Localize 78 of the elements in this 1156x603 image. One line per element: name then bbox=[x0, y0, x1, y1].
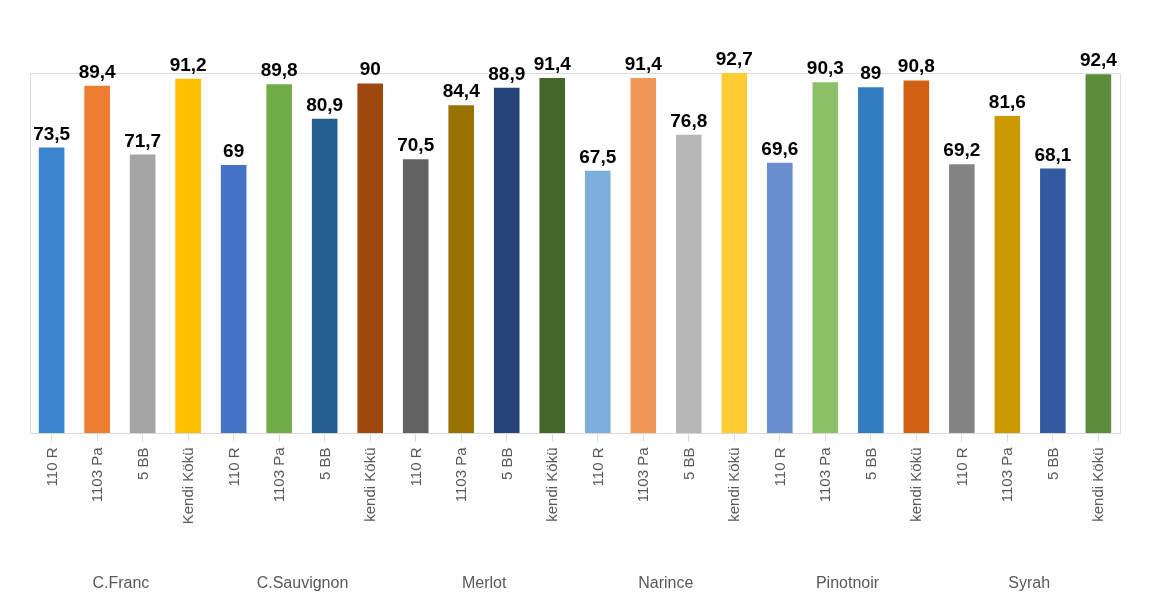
x-tick-label: 1103 Pa bbox=[270, 446, 288, 503]
data-label: 84,4 bbox=[442, 80, 481, 102]
data-label: 70,5 bbox=[397, 134, 435, 156]
bar bbox=[493, 87, 520, 433]
x-tick-label: 110 R bbox=[224, 447, 242, 487]
bar bbox=[903, 80, 930, 433]
bar bbox=[1040, 168, 1066, 433]
data-label: 91,4 bbox=[533, 53, 572, 75]
data-label: 89,4 bbox=[78, 60, 117, 82]
x-tick-label: 110 R bbox=[406, 447, 424, 487]
x-tick-label: 5 BB bbox=[679, 447, 697, 481]
bar bbox=[311, 118, 338, 433]
x-tick-label: 1103 Pa bbox=[998, 446, 1016, 503]
x-tick-label: 5 BB bbox=[1043, 447, 1061, 481]
x-tick-label: 110 R bbox=[588, 447, 606, 487]
x-tick-label: kendi Kökü bbox=[725, 447, 743, 522]
x-tick-label: 110 R bbox=[42, 447, 60, 487]
text: Pinotnoir bbox=[815, 574, 880, 591]
bar bbox=[539, 78, 566, 433]
data-label: 91,2 bbox=[169, 53, 207, 75]
bar bbox=[38, 147, 65, 433]
bar bbox=[767, 162, 793, 433]
data-label: 88,9 bbox=[488, 62, 526, 84]
data-label: 69 bbox=[223, 140, 245, 162]
data-label: 71,7 bbox=[124, 129, 162, 151]
bar bbox=[357, 83, 383, 433]
text: Merlot bbox=[461, 574, 507, 591]
data-label: 81,6 bbox=[988, 91, 1026, 113]
data-label: 92,7 bbox=[715, 48, 753, 69]
bar bbox=[858, 87, 884, 433]
bar bbox=[675, 134, 702, 433]
bar bbox=[1085, 74, 1112, 433]
data-label: 68,1 bbox=[1034, 143, 1072, 165]
text: Syrah bbox=[1008, 574, 1051, 591]
data-label: 92,4 bbox=[1079, 49, 1118, 71]
x-tick-label: kendi Kökü bbox=[543, 447, 561, 522]
bar bbox=[266, 84, 292, 433]
bar bbox=[994, 116, 1021, 433]
text: Narince bbox=[638, 574, 694, 591]
x-tick-label: 110 R bbox=[952, 447, 970, 487]
x-tick-label: 1103 Pa bbox=[88, 446, 106, 503]
data-label: 76,8 bbox=[670, 109, 708, 131]
bar bbox=[402, 159, 429, 433]
data-label: 80,9 bbox=[306, 93, 344, 115]
data-label: 73,5 bbox=[33, 122, 71, 144]
data-label: 90 bbox=[359, 58, 381, 80]
x-tick-label: kendi Kökü bbox=[361, 447, 379, 522]
x-tick-label: 1103 Pa bbox=[452, 446, 470, 503]
data-label: 90,3 bbox=[806, 57, 844, 79]
x-tick-label: 1103 Pa bbox=[634, 446, 652, 503]
bar bbox=[812, 82, 839, 433]
data-label: 69,2 bbox=[943, 139, 981, 161]
bar bbox=[949, 164, 975, 433]
data-label: 90,8 bbox=[897, 55, 935, 77]
x-tick-label: Kendi Kökü bbox=[179, 447, 197, 525]
x-tick-label: 5 BB bbox=[497, 447, 515, 481]
x-tick-label: 5 BB bbox=[315, 447, 333, 481]
data-label: 89 bbox=[860, 62, 882, 84]
text: C.Franc bbox=[92, 574, 150, 591]
x-tick-label: kendi Kökü bbox=[1089, 447, 1107, 522]
x-tick-label: 5 BB bbox=[861, 447, 879, 481]
x-tick-label: 1103 Pa bbox=[816, 446, 834, 503]
bar bbox=[721, 73, 748, 433]
bar bbox=[630, 78, 657, 433]
text: C.Sauvignon bbox=[256, 574, 349, 591]
data-label: 91,4 bbox=[624, 53, 663, 75]
x-tick-label: 5 BB bbox=[133, 447, 151, 481]
bar bbox=[84, 85, 110, 433]
x-tick-label: kendi Kökü bbox=[907, 447, 925, 522]
bar bbox=[448, 105, 475, 433]
bar bbox=[175, 78, 201, 433]
data-label: 67,5 bbox=[579, 145, 617, 167]
bar bbox=[584, 170, 611, 433]
data-label: 89,8 bbox=[260, 59, 298, 81]
x-tick-label: 110 R bbox=[770, 447, 788, 487]
data-label: 69,6 bbox=[761, 137, 799, 159]
bar bbox=[220, 165, 247, 433]
bar bbox=[129, 154, 156, 433]
